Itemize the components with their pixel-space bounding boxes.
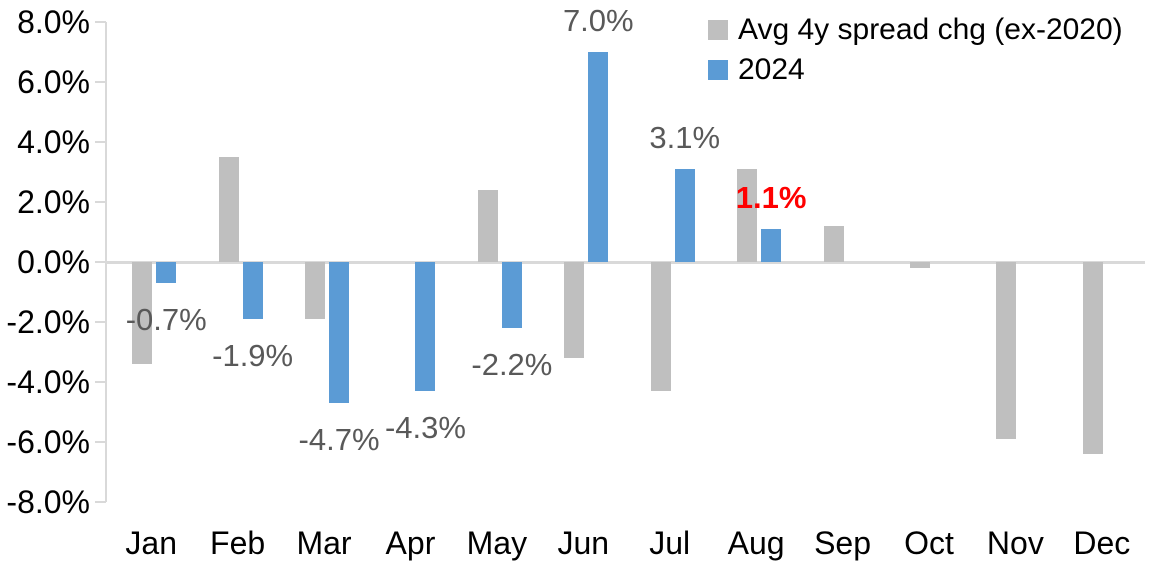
y-tick-mark (95, 501, 106, 503)
bar-avg-may (477, 190, 498, 262)
x-tick-sep: Sep (814, 525, 871, 561)
y-tick-mark (95, 261, 106, 263)
x-tick-oct: Oct (904, 525, 954, 561)
y-tick-mark (95, 321, 106, 323)
data-label-jan: -0.7% (125, 302, 207, 337)
bar-2024-jun (588, 52, 609, 262)
data-label-mar: -4.7% (298, 422, 380, 457)
legend-label-2024: 2024 (738, 53, 805, 86)
bar-avg-aug (737, 169, 758, 262)
bar-avg-sep (823, 226, 844, 262)
bar-avg-jun (564, 262, 585, 358)
y-tick-mark (95, 441, 106, 443)
data-label-jul: 3.1% (649, 120, 721, 155)
bar-avg-dec (1082, 262, 1103, 454)
legend-swatch-blue (708, 60, 728, 80)
bar-avg-feb (218, 157, 239, 262)
x-tick-jan: Jan (125, 525, 177, 561)
y-tick-label: -6.0% (6, 424, 90, 460)
bar-avg-nov (996, 262, 1017, 439)
y-tick-label: 6.0% (17, 64, 90, 100)
bar-2024-aug (761, 229, 782, 262)
y-tick-label: 0.0% (17, 244, 90, 280)
y-tick-label: -2.0% (6, 304, 90, 340)
y-tick-mark (95, 201, 106, 203)
y-tick-mark (95, 21, 106, 23)
legend-item-avg-4y-spread: Avg 4y spread chg (ex-2020) (708, 10, 1123, 50)
bar-avg-oct (909, 262, 930, 268)
bar-2024-mar (329, 262, 350, 403)
x-tick-jul: Jul (649, 525, 691, 561)
y-tick-label: -4.0% (6, 364, 90, 400)
x-tick-may: May (466, 525, 528, 561)
bar-2024-apr (415, 262, 436, 391)
x-tick-jun: Jun (557, 525, 610, 561)
y-tick-mark (95, 381, 106, 383)
y-tick-mark (95, 141, 106, 143)
bar-avg-jul (650, 262, 671, 391)
x-tick-nov: Nov (986, 525, 1044, 561)
y-tick-label: 2.0% (17, 184, 90, 220)
bar-2024-jan (156, 262, 177, 283)
x-tick-mar: Mar (296, 525, 352, 561)
legend-item-2024: 2024 (708, 50, 1123, 90)
bar-2024-feb (242, 262, 263, 319)
legend-label-avg-4y-spread: Avg 4y spread chg (ex-2020) (738, 13, 1123, 46)
data-label-aug: 1.1% (735, 180, 807, 215)
data-label-feb: -1.9% (212, 338, 294, 373)
data-label-may: -2.2% (471, 347, 553, 382)
y-tick-label: 4.0% (17, 124, 90, 160)
y-tick-mark (95, 81, 106, 83)
x-tick-aug: Aug (727, 525, 785, 561)
bar-avg-mar (305, 262, 326, 319)
x-tick-dec: Dec (1073, 525, 1131, 561)
x-tick-apr: Apr (385, 525, 436, 561)
data-label-apr: -4.3% (384, 410, 466, 445)
x-tick-feb: Feb (210, 525, 266, 561)
y-tick-label: -8.0% (6, 484, 90, 520)
legend-swatch-gray (708, 20, 728, 40)
y-tick-label: 8.0% (17, 4, 90, 40)
zero-line (105, 260, 1145, 264)
bar-2024-jul (674, 169, 695, 262)
chart-legend: Avg 4y spread chg (ex-2020) 2024 (708, 10, 1123, 90)
bar-avg-jan (132, 262, 153, 364)
bar-2024-may (501, 262, 522, 328)
data-label-jun: 7.0% (562, 3, 634, 38)
